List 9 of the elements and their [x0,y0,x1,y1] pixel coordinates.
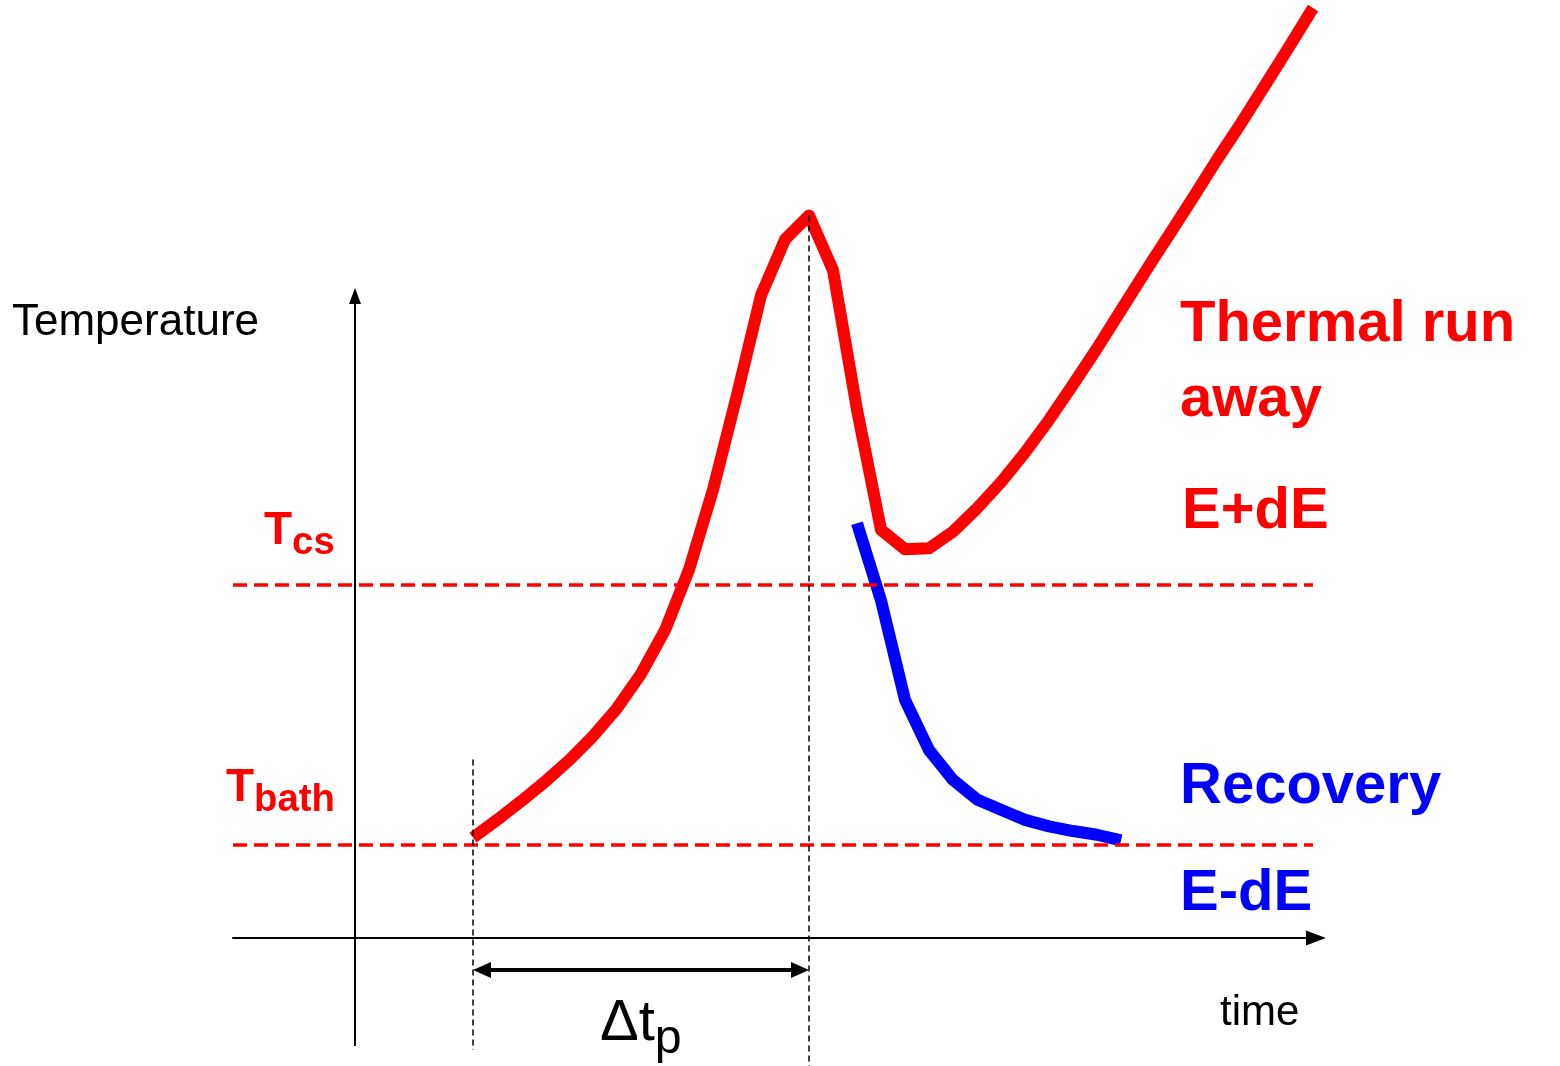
series-label: Thermal run away [1180,287,1517,431]
series-label: Recovery [1180,749,1443,817]
annotation: E+dE [1182,475,1329,540]
annotation: E-dE [1180,857,1313,922]
ref-line-label: T$_{cs}$ [264,501,335,562]
y-axis-title: Temperature [12,295,260,345]
ref-line-label: T$_{bath}$ [226,759,336,820]
x-axis-title: time [1220,987,1300,1035]
text: Δt$_{p}$ [600,987,682,1063]
